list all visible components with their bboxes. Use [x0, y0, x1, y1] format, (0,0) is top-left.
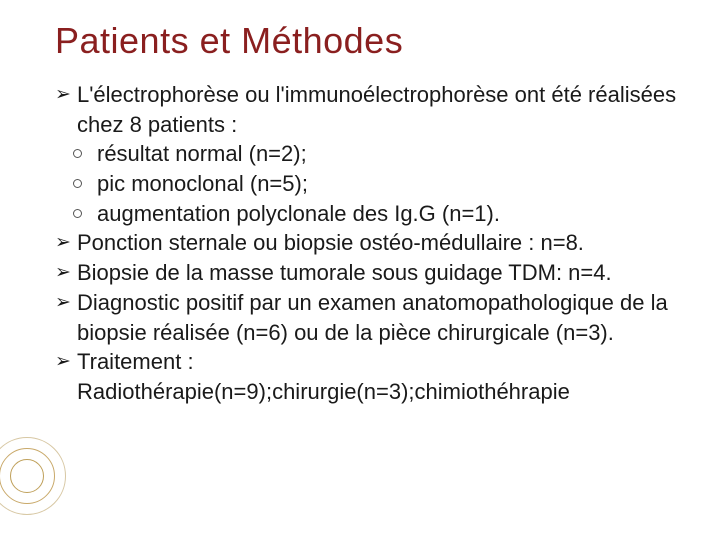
- bullet-icon: ➢: [55, 230, 71, 256]
- bullet-icon: ➢: [55, 260, 71, 286]
- sub-item: augmentation polyclonale des Ig.G (n=1).: [55, 199, 690, 229]
- bullet-icon: ➢: [55, 290, 71, 316]
- list-item: ➢ Biopsie de la masse tumorale sous guid…: [55, 258, 690, 288]
- ring-icon: [73, 179, 82, 188]
- sub-item: pic monoclonal (n=5);: [55, 169, 690, 199]
- list-item: ➢ Diagnostic positif par un examen anato…: [55, 288, 690, 347]
- slide: Patients et Méthodes ➢ L'électrophorèse …: [0, 0, 720, 540]
- list-item: ➢ Traitement : Radiothérapie(n=9);chirur…: [55, 347, 690, 406]
- sub-text: pic monoclonal (n=5);: [97, 171, 308, 196]
- bullet-icon: ➢: [55, 349, 71, 375]
- item-text: L'électrophorèse ou l'immunoélectrophorè…: [77, 82, 676, 137]
- list-item: ➢ Ponction sternale ou biopsie ostéo-méd…: [55, 228, 690, 258]
- item-text: Ponction sternale ou biopsie ostéo-médul…: [77, 230, 584, 255]
- ring-decor-icon: [10, 459, 44, 493]
- item-text: Traitement : Radiothérapie(n=9);chirurgi…: [77, 349, 570, 404]
- item-text: Diagnostic positif par un examen anatomo…: [77, 290, 668, 345]
- sub-item: résultat normal (n=2);: [55, 139, 690, 169]
- ring-icon: [73, 149, 82, 158]
- sub-text: augmentation polyclonale des Ig.G (n=1).: [97, 201, 500, 226]
- sub-text: résultat normal (n=2);: [97, 141, 307, 166]
- item-text: Biopsie de la masse tumorale sous guidag…: [77, 260, 612, 285]
- slide-title: Patients et Méthodes: [55, 20, 690, 62]
- slide-body: ➢ L'électrophorèse ou l'immunoélectropho…: [55, 80, 690, 407]
- bullet-icon: ➢: [55, 82, 71, 108]
- ring-icon: [73, 209, 82, 218]
- list-item: ➢ L'électrophorèse ou l'immunoélectropho…: [55, 80, 690, 139]
